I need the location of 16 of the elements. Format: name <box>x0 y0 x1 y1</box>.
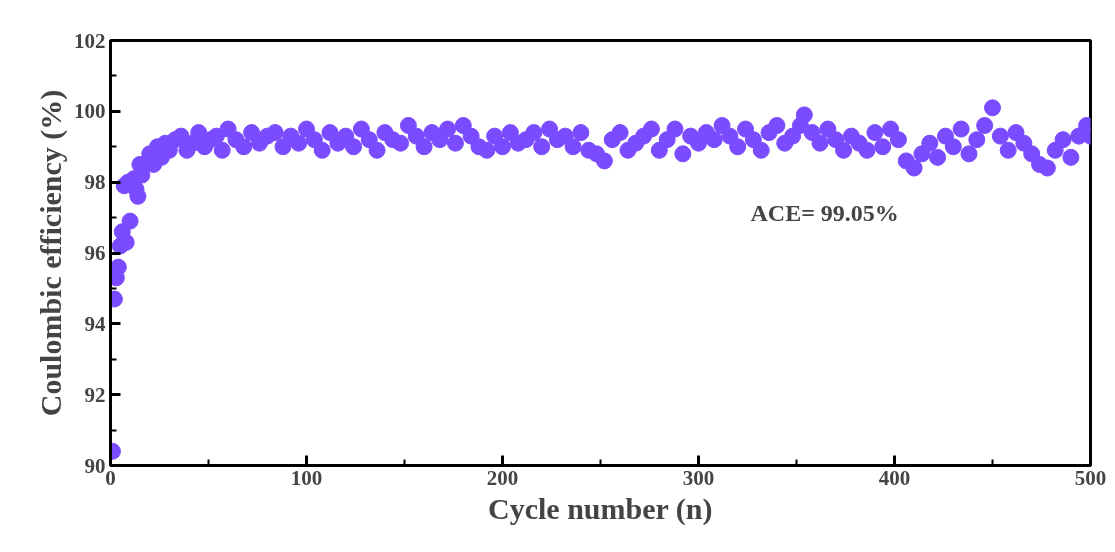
x-tick-label: 300 <box>682 465 715 490</box>
x-tick-label: 400 <box>878 465 911 490</box>
y-tick-label: 102 <box>74 28 106 53</box>
x-axis-title: Cycle number (n) <box>488 491 713 526</box>
y-axis-title: Coulombic efficiency (%) <box>34 89 68 417</box>
y-tick-label: 98 <box>84 170 106 195</box>
annotation: ACE= 99.05% <box>750 199 899 226</box>
y-tick-label: 100 <box>74 99 106 124</box>
x-tick-label: 500 <box>1074 465 1107 490</box>
y-tick-label: 90 <box>84 453 106 478</box>
y-tick-label: 92 <box>84 382 106 407</box>
y-tick-label: 94 <box>84 311 106 336</box>
y-tick-label: 96 <box>84 241 106 265</box>
x-tick-label: 100 <box>290 465 323 490</box>
x-tick-label: 200 <box>486 465 519 490</box>
x-tick-label: 0 <box>105 465 116 490</box>
